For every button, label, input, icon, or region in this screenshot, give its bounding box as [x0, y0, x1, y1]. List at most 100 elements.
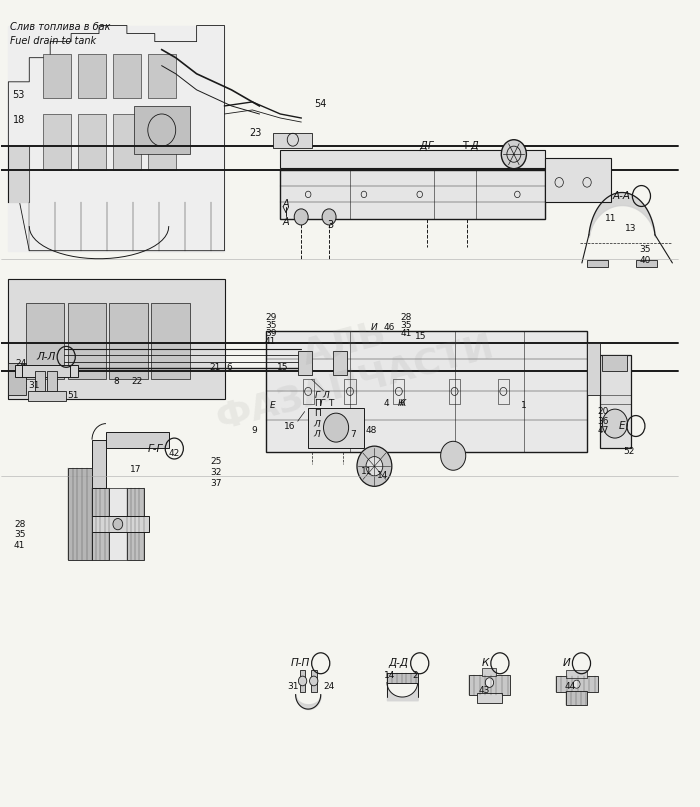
- Bar: [86, 516, 149, 532]
- Text: 35: 35: [265, 321, 277, 330]
- Bar: [47, 371, 57, 391]
- Circle shape: [357, 446, 392, 487]
- Text: 24: 24: [323, 682, 335, 691]
- Circle shape: [366, 457, 383, 476]
- Text: 46: 46: [384, 323, 395, 332]
- Text: 35: 35: [639, 245, 651, 253]
- Bar: [134, 106, 190, 154]
- Bar: [566, 691, 587, 705]
- Text: 25: 25: [211, 457, 222, 466]
- Polygon shape: [8, 279, 225, 399]
- Bar: [92, 488, 109, 560]
- Circle shape: [113, 519, 122, 529]
- Text: 7: 7: [350, 429, 356, 438]
- Bar: [8, 279, 225, 399]
- Polygon shape: [8, 26, 225, 251]
- Text: 37: 37: [211, 479, 222, 488]
- Text: 28: 28: [14, 520, 25, 529]
- Text: 15: 15: [415, 332, 426, 341]
- Text: 11: 11: [360, 467, 372, 476]
- Circle shape: [501, 140, 526, 169]
- Text: Т: Т: [328, 399, 333, 408]
- Bar: [566, 670, 587, 678]
- Text: 35: 35: [400, 321, 412, 330]
- Bar: [300, 670, 305, 692]
- Text: 42: 42: [169, 449, 180, 458]
- Bar: [148, 114, 176, 170]
- Text: П-П: П-П: [290, 659, 310, 668]
- Text: Г: Г: [428, 141, 433, 151]
- Bar: [482, 668, 496, 676]
- Bar: [28, 391, 66, 401]
- Bar: [636, 261, 657, 267]
- Bar: [78, 114, 106, 170]
- Bar: [545, 158, 612, 203]
- Text: 14: 14: [377, 471, 388, 480]
- Text: 21: 21: [209, 363, 220, 372]
- Text: Л: Л: [314, 420, 321, 429]
- Circle shape: [322, 209, 336, 225]
- Bar: [15, 365, 78, 377]
- Bar: [449, 379, 460, 404]
- Bar: [280, 170, 545, 219]
- Bar: [68, 468, 92, 560]
- Text: К: К: [482, 659, 489, 668]
- Text: Е: Е: [619, 421, 625, 431]
- Text: 16: 16: [284, 421, 295, 430]
- Text: Г-Г: Г-Г: [148, 444, 163, 454]
- Text: Л-Л: Л-Л: [36, 352, 55, 362]
- Bar: [302, 379, 314, 404]
- Text: И: И: [563, 659, 570, 668]
- Bar: [600, 355, 631, 448]
- Text: 40: 40: [639, 256, 651, 265]
- Text: 22: 22: [131, 378, 142, 387]
- Text: 11: 11: [606, 214, 617, 223]
- Text: П: П: [314, 399, 321, 408]
- Polygon shape: [8, 26, 225, 251]
- Text: 9: 9: [251, 425, 257, 434]
- Text: 28: 28: [400, 313, 412, 322]
- Bar: [151, 303, 190, 379]
- Bar: [109, 488, 127, 560]
- Text: 41: 41: [265, 337, 277, 346]
- Text: К: К: [400, 399, 407, 408]
- Text: К: К: [398, 399, 404, 408]
- Text: 4: 4: [384, 399, 389, 408]
- Text: Л: Л: [314, 429, 321, 438]
- Bar: [477, 693, 502, 703]
- Bar: [556, 676, 598, 692]
- Text: 8: 8: [113, 378, 119, 387]
- Text: Д-Д: Д-Д: [389, 659, 409, 668]
- Text: 32: 32: [211, 468, 222, 477]
- Text: 54: 54: [314, 99, 326, 109]
- Text: 24: 24: [15, 359, 27, 368]
- Text: 31: 31: [287, 682, 299, 691]
- Text: 36: 36: [598, 416, 609, 426]
- Text: 51: 51: [68, 391, 79, 400]
- Text: Слив топлива в бак
Fuel drain to tank: Слив топлива в бак Fuel drain to tank: [10, 23, 111, 46]
- Text: АЛЬ
ФАЗАПЧАСТИ: АЛЬ ФАЗАПЧАСТИ: [202, 291, 498, 436]
- Circle shape: [323, 413, 349, 442]
- Bar: [308, 408, 364, 448]
- Text: Д: Д: [420, 141, 427, 151]
- Polygon shape: [266, 331, 587, 452]
- Bar: [344, 379, 356, 404]
- Bar: [92, 440, 106, 488]
- Circle shape: [573, 680, 580, 688]
- Text: Т: Т: [461, 141, 468, 151]
- Text: 39: 39: [265, 329, 277, 338]
- Bar: [498, 379, 509, 404]
- Bar: [387, 673, 418, 683]
- Text: 31: 31: [28, 381, 39, 390]
- Text: 18: 18: [13, 115, 25, 125]
- Bar: [43, 114, 71, 170]
- Bar: [78, 53, 106, 98]
- Text: Г: Г: [319, 399, 324, 408]
- Text: 43: 43: [479, 686, 491, 695]
- Text: 52: 52: [623, 447, 635, 456]
- Polygon shape: [8, 146, 29, 203]
- Bar: [280, 150, 545, 168]
- Circle shape: [485, 678, 494, 688]
- Text: 29: 29: [265, 313, 277, 322]
- Text: А-А: А-А: [612, 191, 631, 201]
